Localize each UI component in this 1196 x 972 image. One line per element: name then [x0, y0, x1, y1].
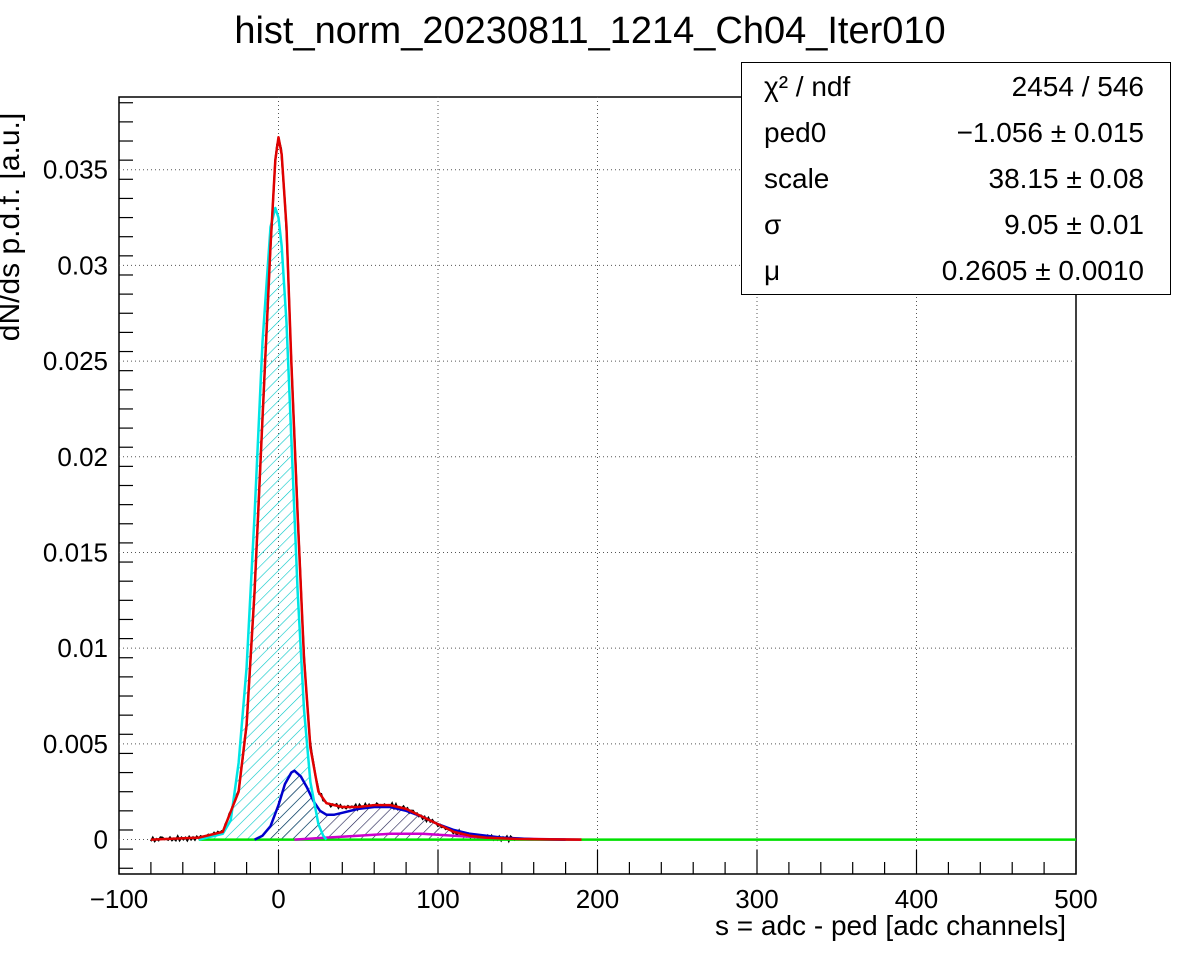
- stat-row: ped0 −1.056 ± 0.015: [742, 117, 1170, 163]
- x-tick-label: 100: [416, 884, 459, 914]
- y-axis-label: dN/ds p.d.f. [a.u.]: [0, 112, 26, 342]
- stat-name: σ: [764, 209, 782, 240]
- stat-value: 9.05 ± 0.01: [1004, 209, 1144, 240]
- stat-name: μ: [764, 255, 781, 286]
- stat-value: −1.056 ± 0.015: [956, 117, 1144, 148]
- y-tick-label: 0.005: [43, 729, 108, 759]
- x-tick-label: 500: [1054, 884, 1097, 914]
- axis-ticks: −100 0 100 200 300 400 500 0 0.005 0.01 0.015 0.02 0…: [43, 102, 1098, 914]
- pedestal-curve: [198, 206, 328, 841]
- x-tick-label: 300: [735, 884, 778, 914]
- fit-stats-box: χ² / ndf 2454 / 546 ped0 −1.056 ± 0.015 scal…: [741, 62, 1171, 295]
- y-tick-label: 0.01: [57, 633, 108, 663]
- stat-row: σ 9.05 ± 0.01: [742, 209, 1170, 255]
- chart-title: hist_norm_20230811_1214_Ch04_Iter010: [234, 10, 946, 52]
- stat-name: ped0: [764, 117, 827, 148]
- data-histogram: [150, 137, 518, 844]
- y-tick-label: 0.02: [57, 442, 108, 472]
- total-fit-curve: [150, 135, 582, 841]
- x-tick-label: 0: [271, 884, 285, 914]
- stat-row: scale 38.15 ± 0.08: [742, 163, 1170, 209]
- signal-curve: [254, 769, 566, 841]
- stat-value: 0.2605 ± 0.0010: [941, 255, 1144, 286]
- y-tick-label: 0.03: [57, 250, 108, 280]
- x-tick-label: 200: [576, 884, 619, 914]
- x-axis-label: s = adc - ped [adc channels]: [715, 910, 1066, 941]
- y-tick-label: 0.015: [43, 537, 108, 567]
- y-tick-label: 0.025: [43, 346, 108, 376]
- stat-name: scale: [764, 163, 830, 194]
- stat-row: μ 0.2605 ± 0.0010: [742, 255, 1170, 301]
- stat-name: χ² / ndf: [764, 71, 851, 102]
- pedestal-hatch: [198, 208, 327, 840]
- y-tick-label: 0: [94, 825, 108, 855]
- x-tick-label: −100: [90, 884, 149, 914]
- stat-value: 2454 / 546: [1011, 71, 1144, 102]
- signal-hatch: [254, 770, 566, 840]
- x-tick-label: 400: [895, 884, 938, 914]
- fit-curves: [150, 135, 1076, 844]
- stat-row: χ² / ndf 2454 / 546: [742, 71, 1170, 117]
- stat-value: 38.15 ± 0.08: [988, 163, 1145, 194]
- y-tick-label: 0.035: [43, 155, 108, 185]
- component-fills: [198, 208, 566, 840]
